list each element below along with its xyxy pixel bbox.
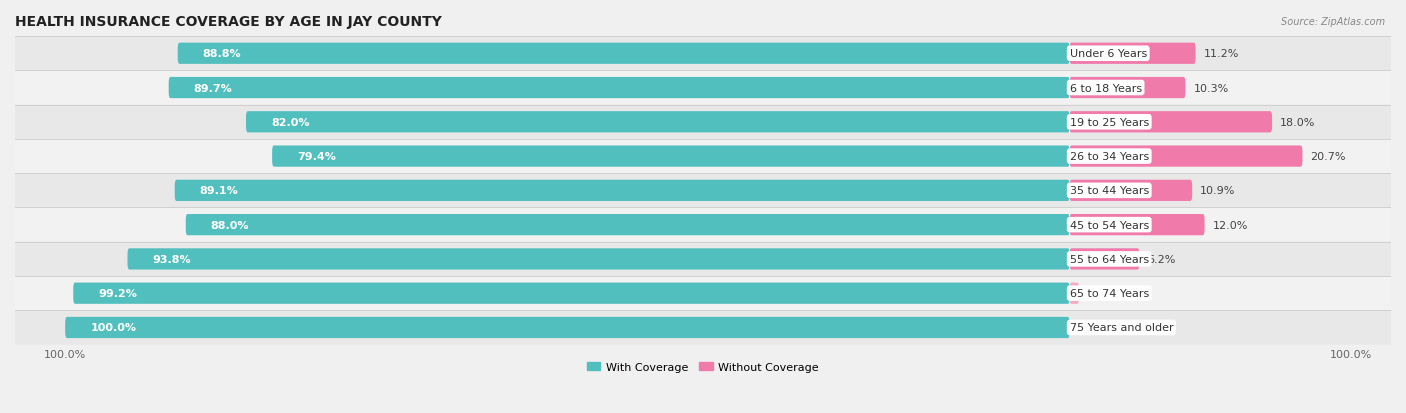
Text: HEALTH INSURANCE COVERAGE BY AGE IN JAY COUNTY: HEALTH INSURANCE COVERAGE BY AGE IN JAY … bbox=[15, 15, 441, 29]
FancyBboxPatch shape bbox=[15, 37, 1391, 71]
Text: 88.8%: 88.8% bbox=[202, 49, 242, 59]
FancyBboxPatch shape bbox=[169, 78, 1070, 99]
FancyBboxPatch shape bbox=[15, 276, 1391, 311]
FancyBboxPatch shape bbox=[15, 242, 1391, 276]
FancyBboxPatch shape bbox=[1070, 180, 1192, 202]
FancyBboxPatch shape bbox=[15, 174, 1391, 208]
FancyBboxPatch shape bbox=[1070, 283, 1078, 304]
Text: 79.4%: 79.4% bbox=[297, 152, 336, 161]
Text: 0.84%: 0.84% bbox=[1087, 289, 1122, 299]
Text: 11.2%: 11.2% bbox=[1204, 49, 1239, 59]
FancyBboxPatch shape bbox=[246, 112, 1070, 133]
Text: Under 6 Years: Under 6 Years bbox=[1070, 49, 1147, 59]
FancyBboxPatch shape bbox=[1070, 78, 1185, 99]
Text: 99.2%: 99.2% bbox=[98, 289, 138, 299]
Text: 75 Years and older: 75 Years and older bbox=[1070, 323, 1173, 332]
FancyBboxPatch shape bbox=[273, 146, 1070, 167]
FancyBboxPatch shape bbox=[186, 214, 1070, 236]
FancyBboxPatch shape bbox=[15, 311, 1391, 345]
Text: 0.0%: 0.0% bbox=[1077, 323, 1107, 332]
Text: 6 to 18 Years: 6 to 18 Years bbox=[1070, 83, 1142, 93]
Text: 93.8%: 93.8% bbox=[153, 254, 191, 264]
Text: 100.0%: 100.0% bbox=[90, 323, 136, 332]
Text: 12.0%: 12.0% bbox=[1212, 220, 1249, 230]
FancyBboxPatch shape bbox=[177, 43, 1070, 65]
Text: 18.0%: 18.0% bbox=[1279, 118, 1316, 128]
FancyBboxPatch shape bbox=[1070, 249, 1139, 270]
Text: 82.0%: 82.0% bbox=[271, 118, 309, 128]
Text: 88.0%: 88.0% bbox=[211, 220, 249, 230]
Text: 55 to 64 Years: 55 to 64 Years bbox=[1070, 254, 1149, 264]
Text: 6.2%: 6.2% bbox=[1147, 254, 1175, 264]
Text: 89.7%: 89.7% bbox=[194, 83, 232, 93]
Text: Source: ZipAtlas.com: Source: ZipAtlas.com bbox=[1281, 17, 1385, 26]
Text: 19 to 25 Years: 19 to 25 Years bbox=[1070, 118, 1149, 128]
Text: 10.3%: 10.3% bbox=[1194, 83, 1229, 93]
FancyBboxPatch shape bbox=[1070, 146, 1302, 167]
FancyBboxPatch shape bbox=[15, 71, 1391, 105]
FancyBboxPatch shape bbox=[73, 283, 1070, 304]
FancyBboxPatch shape bbox=[65, 317, 1070, 338]
FancyBboxPatch shape bbox=[15, 140, 1391, 174]
Legend: With Coverage, Without Coverage: With Coverage, Without Coverage bbox=[582, 357, 824, 376]
FancyBboxPatch shape bbox=[174, 180, 1070, 202]
Text: 20.7%: 20.7% bbox=[1310, 152, 1346, 161]
Text: 35 to 44 Years: 35 to 44 Years bbox=[1070, 186, 1149, 196]
Text: 45 to 54 Years: 45 to 54 Years bbox=[1070, 220, 1149, 230]
FancyBboxPatch shape bbox=[128, 249, 1070, 270]
FancyBboxPatch shape bbox=[1070, 214, 1205, 236]
Text: 65 to 74 Years: 65 to 74 Years bbox=[1070, 289, 1149, 299]
FancyBboxPatch shape bbox=[15, 208, 1391, 242]
Text: 89.1%: 89.1% bbox=[200, 186, 239, 196]
Text: 26 to 34 Years: 26 to 34 Years bbox=[1070, 152, 1149, 161]
FancyBboxPatch shape bbox=[1070, 43, 1195, 65]
Text: 10.9%: 10.9% bbox=[1201, 186, 1236, 196]
FancyBboxPatch shape bbox=[15, 105, 1391, 140]
FancyBboxPatch shape bbox=[1070, 112, 1272, 133]
